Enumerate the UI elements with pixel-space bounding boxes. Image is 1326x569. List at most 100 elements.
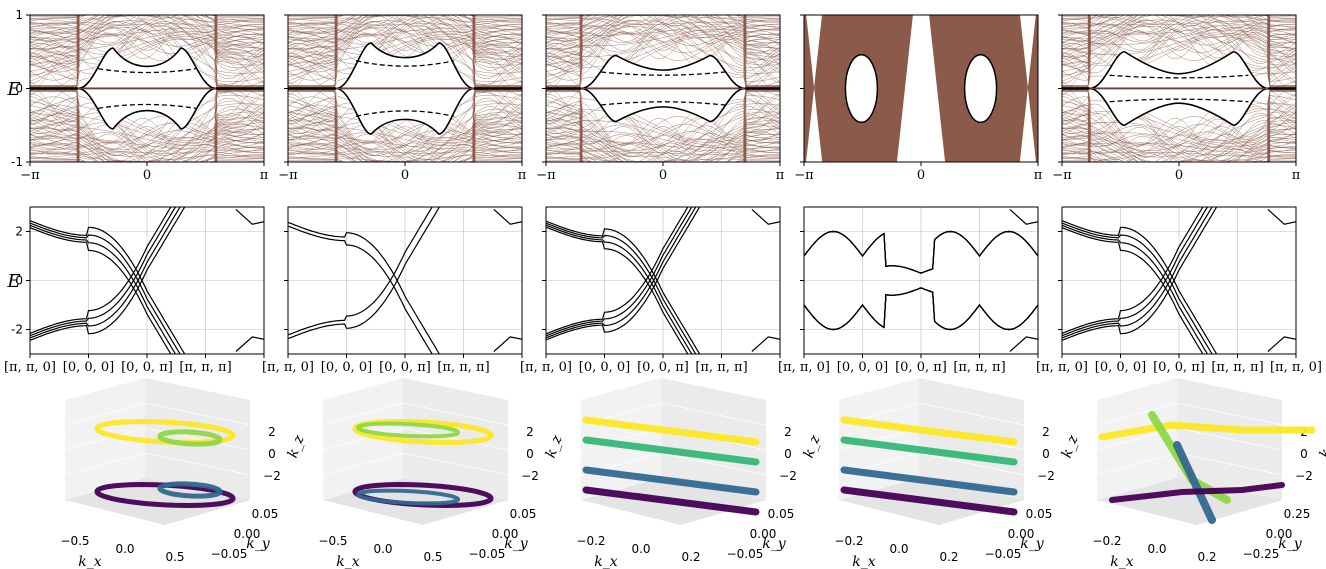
band-line <box>288 126 522 162</box>
band-line <box>546 20 780 81</box>
band-line <box>1062 20 1296 83</box>
band-line <box>288 0 522 13</box>
band-line <box>288 25 522 93</box>
band-line <box>546 15 780 64</box>
z-tick-label: −2 <box>1037 469 1055 483</box>
x-tick-label: [π, π, 0] <box>262 360 314 375</box>
band-line <box>546 113 780 162</box>
band-line <box>1062 15 1296 66</box>
gap-ribbon <box>77 47 217 90</box>
band-line <box>288 96 522 144</box>
band-line <box>546 0 780 13</box>
band-line <box>30 224 177 354</box>
band-line <box>288 100 522 160</box>
kx-tick-label: 0.0 <box>1147 542 1166 556</box>
band-line <box>30 15 264 47</box>
x-tick-label: −π <box>1052 168 1072 183</box>
band-line <box>1062 0 1296 13</box>
band-line <box>546 139 780 162</box>
nodal-line <box>352 481 494 509</box>
kx-axis-label: k_x <box>852 554 875 569</box>
ky-axis-label: k_y <box>762 536 786 552</box>
band-line <box>288 15 522 18</box>
band-line <box>546 22 780 48</box>
band-line <box>288 97 522 156</box>
ribbon-panel-5: −π 0 π <box>1052 0 1301 183</box>
x-tick-label: 0 <box>917 168 925 183</box>
x-tick-label: [π, π, 0] <box>520 360 572 375</box>
band-line <box>30 141 264 162</box>
band-line <box>30 15 264 33</box>
ky-tick-label: 0.05 <box>768 507 795 521</box>
band-line <box>546 15 780 38</box>
z-tick-label: 2 <box>268 425 276 439</box>
band-line <box>30 31 264 71</box>
kx-axis-label: k_x <box>594 554 617 569</box>
x-tick-label: π <box>776 168 785 183</box>
band-line <box>1062 0 1296 12</box>
band-line <box>1062 207 1209 337</box>
band-line <box>546 15 780 63</box>
band-line <box>30 15 264 22</box>
band-line <box>546 15 780 18</box>
band-line <box>288 23 522 51</box>
band-line <box>546 207 693 337</box>
band-line <box>30 158 264 162</box>
band-line <box>288 153 522 162</box>
band-line <box>30 207 172 334</box>
band-line <box>30 91 264 141</box>
band-line <box>1267 336 1296 352</box>
x-tick-label: [0, 0, 0] <box>579 360 631 375</box>
x-tick-label: 0 <box>401 168 409 183</box>
band-line <box>30 15 264 20</box>
band-line <box>546 129 780 155</box>
band-line <box>288 15 522 48</box>
band-line <box>288 15 522 58</box>
kx-tick-label: 0.0 <box>631 542 650 556</box>
nodal-panel-2: 2 0 −2 k_z −0.5 0.0 0.5 0.05 0.00 −0.05 k_x k_y <box>318 378 566 569</box>
ky-tick-label: −0.05 <box>727 547 764 561</box>
band-line <box>30 117 264 162</box>
band-line <box>1062 31 1296 87</box>
nodal-panel-4: 2 0 −2 k_z −0.2 0.0 0.2 0.05 0.00 −0.05 k_x k_y <box>834 378 1082 569</box>
x-tick-label: −π <box>278 168 298 183</box>
nodal-panel-3: 2 0 −2 k_z −0.2 0.0 0.2 0.05 0.00 −0.05 k_x k_y <box>576 378 824 569</box>
kx-tick-label: 0.2 <box>939 550 958 564</box>
band-line <box>1062 90 1296 146</box>
band-line <box>1062 94 1296 157</box>
band-line <box>30 15 264 24</box>
band-line <box>288 15 522 63</box>
band-line <box>546 106 780 162</box>
band-line <box>30 21 264 81</box>
x-tick-label: −π <box>536 168 556 183</box>
band-line <box>30 25 264 93</box>
x-tick-label: [0, 0, 0] <box>837 360 889 375</box>
band-line <box>546 110 780 149</box>
band-line <box>288 15 522 42</box>
band-line <box>288 15 522 30</box>
kx-tick-label: −0.2 <box>576 534 605 548</box>
y-axis-label: E <box>6 79 20 100</box>
band-line <box>288 0 522 13</box>
band-line <box>546 28 780 67</box>
band-line <box>1062 0 1296 11</box>
grid-line <box>64 452 146 476</box>
band-line <box>288 155 522 162</box>
y-tick-label: 0 <box>15 82 23 96</box>
band-line <box>30 15 264 59</box>
band-line <box>1062 107 1296 162</box>
nodal-line <box>582 436 760 466</box>
ribbon-panel-2: −π 0 π <box>278 0 527 183</box>
band-line <box>288 114 522 162</box>
band-line <box>288 221 441 354</box>
band-line <box>1062 113 1296 162</box>
grid-line <box>838 427 920 451</box>
band-line <box>30 15 264 36</box>
edge-loop <box>963 53 998 124</box>
band-line <box>30 15 264 66</box>
x-tick-label: −π <box>794 168 814 183</box>
ky-axis-label: k_y <box>1278 536 1302 552</box>
band-line <box>288 136 522 162</box>
band-line <box>1062 36 1296 88</box>
band-line <box>546 108 780 162</box>
